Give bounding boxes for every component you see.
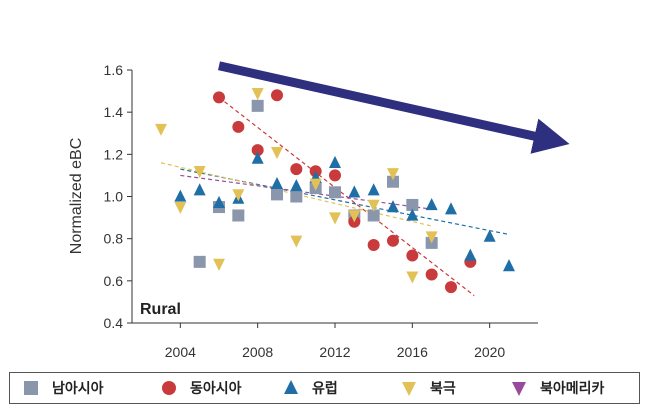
legend-marker (284, 379, 298, 395)
data-point (445, 281, 457, 294)
data-point (309, 178, 322, 191)
data-point (290, 235, 303, 248)
data-point (348, 210, 361, 223)
data-point (232, 189, 245, 202)
data-point (271, 147, 283, 160)
data-point (425, 231, 438, 244)
legend-symbol (284, 379, 298, 395)
legend-symbol (402, 381, 416, 397)
data-point (193, 166, 206, 179)
data-point (425, 198, 438, 211)
legend-symbol (24, 381, 38, 395)
data-point (329, 186, 341, 199)
data-point (232, 209, 245, 222)
legend-symbol (162, 381, 176, 395)
legend-marker (24, 381, 38, 395)
trend-line (160, 162, 432, 227)
data-point (155, 123, 167, 136)
x-tick-label: 2020 (474, 344, 505, 360)
data-point (193, 255, 206, 268)
data-point (329, 212, 341, 225)
data-point (174, 201, 187, 214)
data-point (271, 188, 283, 201)
data-point (445, 202, 457, 215)
data-point (367, 183, 380, 196)
legend-item: 북아메리카 (510, 373, 604, 403)
axis-labels: 0.4 0.6 0.8 1.0 1.2 1.4 1.6 2004 2008 2012 2016 202… (104, 62, 506, 360)
data-point (213, 91, 225, 104)
data-point (348, 185, 361, 198)
legend-label: 북극 (430, 381, 456, 397)
data-point (213, 195, 225, 208)
data-point (406, 249, 419, 262)
legend-label: 동아시아 (190, 381, 242, 397)
legend-item: 남아시아 (22, 373, 104, 403)
x-tick-label: 2016 (397, 344, 428, 360)
y-tick-label: 0.6 (104, 273, 124, 289)
data-point (425, 268, 438, 281)
data-point (367, 209, 380, 222)
data-point (406, 271, 419, 284)
trend-line (180, 174, 432, 210)
y-tick-label: 1.4 (104, 104, 124, 120)
legend-marker (402, 381, 416, 397)
legend-label: 남아시아 (52, 381, 104, 397)
legend: 남아시아 동아시아 유럽 북극 북아메리카 (9, 372, 640, 404)
data-point (387, 234, 399, 247)
legend-label: 유럽 (312, 381, 338, 397)
data-point (464, 248, 477, 261)
data-point (251, 88, 264, 101)
x-tick-label: 2004 (165, 344, 196, 360)
data-point (193, 183, 206, 196)
legend-marker (162, 381, 176, 395)
legend-item: 북극 (400, 373, 456, 403)
legend-item: 동아시아 (160, 373, 242, 403)
data-point (367, 199, 380, 212)
data-point (329, 155, 341, 168)
y-tick-label: 0.8 (104, 231, 124, 247)
y-tick-label: 1.2 (104, 146, 124, 162)
downward-trend-arrow (218, 61, 570, 154)
data-point (406, 198, 419, 211)
chart-axes (127, 69, 538, 328)
trend-line (218, 96, 475, 297)
data-point (367, 238, 380, 251)
data-point (406, 208, 419, 221)
data-point (251, 151, 264, 164)
data-point (213, 258, 225, 271)
y-tick-label: 0.4 (104, 315, 124, 331)
y-tick-label: 1.0 (104, 189, 124, 205)
data-point (174, 189, 187, 202)
data-point (483, 229, 496, 242)
data-point (387, 200, 399, 213)
data-point (271, 176, 283, 190)
data-point (290, 190, 303, 203)
data-point (290, 179, 303, 192)
legend-marker (512, 381, 526, 397)
data-point (251, 144, 264, 157)
chart-plot: 0.4 0.6 0.8 1.0 1.2 1.4 1.6 2004 2008 2012 2016 202… (68, 61, 570, 360)
data-point (387, 175, 399, 188)
y-tick-label: 1.6 (104, 62, 124, 78)
data-point (503, 259, 515, 272)
legend-item: 유럽 (282, 373, 338, 403)
data-point (251, 99, 264, 112)
rural-label: Rural (140, 301, 181, 318)
x-tick-label: 2008 (242, 344, 273, 360)
data-point (271, 89, 283, 102)
trend-lines (160, 96, 510, 297)
y-axis-title: Normalized eBC (68, 138, 85, 254)
data-points (155, 88, 515, 294)
data-point (232, 120, 245, 133)
data-point (387, 168, 399, 181)
legend-symbol (512, 381, 526, 397)
data-point (329, 169, 341, 182)
data-point (290, 163, 303, 176)
legend-label: 북아메리카 (540, 381, 605, 397)
x-tick-label: 2012 (319, 344, 350, 360)
